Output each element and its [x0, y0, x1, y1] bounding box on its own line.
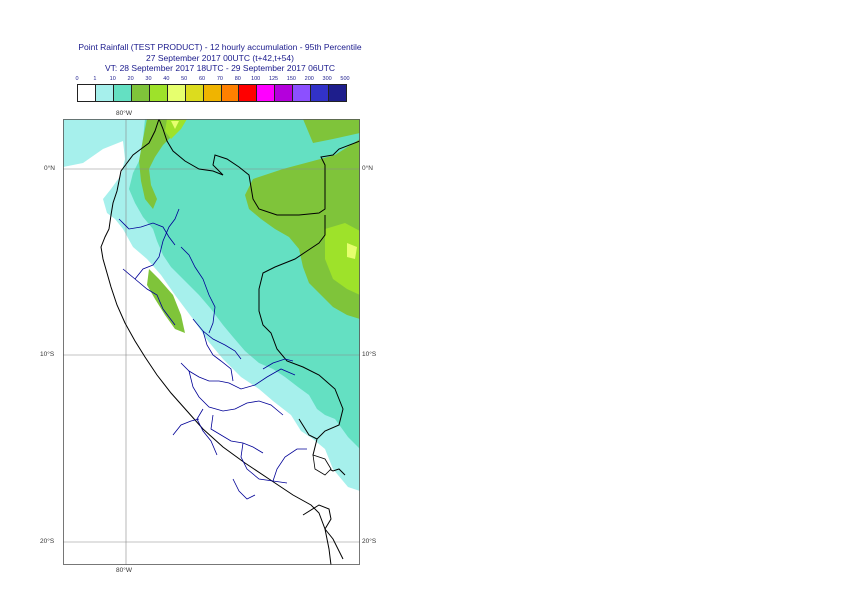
rain-area-yellowgreen: [325, 223, 360, 295]
legend-label: 100: [251, 76, 261, 82]
rainfall-map: [63, 119, 360, 565]
legend-label: 300: [322, 76, 332, 82]
lat-label-20-right: 20°S: [362, 538, 377, 545]
legend-label: 30: [145, 76, 152, 82]
map-title-block: Point Rainfall (TEST PRODUCT) - 12 hourl…: [40, 42, 400, 74]
lon-label-top: 80°W: [116, 110, 132, 117]
region-borders: [118, 208, 307, 500]
legend-label: 125: [268, 76, 279, 82]
map-frame: [63, 119, 360, 565]
lat-label-0-right: 0°N: [362, 165, 373, 172]
legend-label: 20: [127, 76, 134, 82]
rain-area-green-4: [303, 119, 360, 143]
legend-swatch: [311, 85, 330, 101]
legend-swatch: [95, 85, 114, 101]
rain-area-green-3: [147, 269, 185, 333]
lat-label-20-left: 20°S: [40, 538, 55, 545]
legend-label: 40: [163, 76, 170, 82]
legend-colorbar: [77, 84, 347, 102]
lat-label-10-left: 10°S: [40, 351, 55, 358]
legend-label: 10: [109, 76, 116, 82]
rain-area-paleyellow-2: [171, 121, 179, 129]
legend-swatch: [329, 85, 347, 101]
legend-label: 150: [286, 76, 296, 82]
rain-area-yellowgreen-2: [165, 119, 187, 139]
lake-titicaca: [312, 454, 332, 476]
legend-label: 70: [216, 76, 223, 82]
legend-swatch: [203, 85, 222, 101]
legend-swatch: [239, 85, 258, 101]
legend: 0 1 10 20 30 40 50 60 70 80 100 125 150 200 300 500: [75, 76, 350, 104]
legend-swatch: [257, 85, 276, 101]
legend-swatch: [185, 85, 204, 101]
legend-label: 60: [199, 76, 206, 82]
lat-label-0-left: 0°N: [44, 165, 55, 172]
legend-label: 50: [181, 76, 188, 82]
map-title: Point Rainfall (TEST PRODUCT) - 12 hourl…: [78, 42, 362, 52]
legend-swatch: [221, 85, 240, 101]
map-svg: [63, 119, 360, 565]
valid-time: VT: 28 September 2017 18UTC - 29 Septemb…: [104, 63, 336, 73]
graticule: [63, 119, 360, 565]
legend-label: 200: [304, 76, 314, 82]
legend-swatch: [131, 85, 150, 101]
legend-swatch: [78, 85, 96, 101]
legend-label: 500: [340, 76, 350, 82]
run-time: 27 September 2017 00UTC (t+42,t+54): [146, 52, 294, 63]
legend-swatch: [113, 85, 132, 101]
legend-label: 80: [234, 76, 241, 82]
lon-label-bottom: 80°W: [116, 567, 132, 574]
legend-swatch: [275, 85, 294, 101]
legend-swatch: [293, 85, 312, 101]
legend-label: 1: [93, 76, 97, 82]
lat-label-10-right: 10°S: [362, 351, 377, 358]
legend-swatch: [167, 85, 186, 101]
legend-label: 0: [75, 76, 79, 82]
rain-area-paleyellow: [347, 243, 357, 259]
legend-labels: 0 1 10 20 30 40 50 60 70 80 100 125 150 200 300 500: [75, 76, 350, 84]
legend-swatch: [149, 85, 168, 101]
